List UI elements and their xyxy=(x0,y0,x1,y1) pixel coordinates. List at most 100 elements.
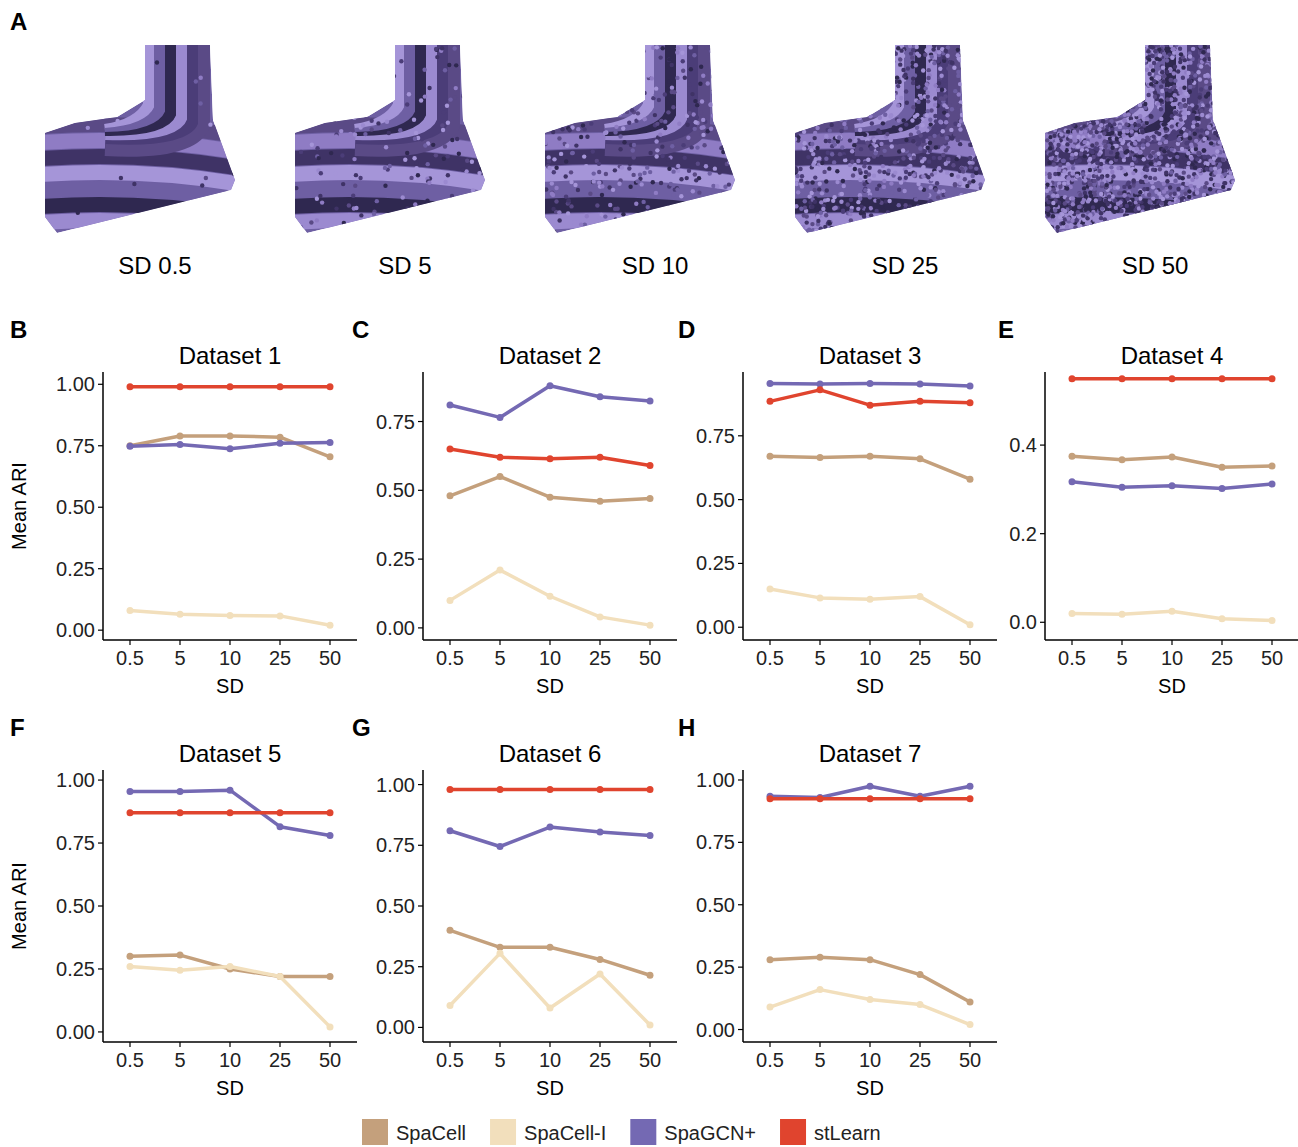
noise-spot xyxy=(545,43,549,47)
noise-spot xyxy=(1164,232,1168,236)
noise-spot xyxy=(365,85,369,89)
noise-spot xyxy=(167,101,171,105)
noise-spot xyxy=(847,223,851,227)
noise-spot xyxy=(704,164,708,168)
noise-spot xyxy=(931,47,935,51)
noise-spot xyxy=(802,141,806,145)
noise-spot xyxy=(1113,226,1117,230)
noise-spot xyxy=(824,213,828,217)
noise-spot xyxy=(969,68,973,72)
noise-spot xyxy=(361,123,365,127)
noise-spot xyxy=(862,214,866,218)
noise-spot xyxy=(637,115,641,119)
noise-spot xyxy=(809,96,813,100)
tissue-band xyxy=(855,40,932,142)
noise-spot xyxy=(1104,115,1108,119)
noise-spot xyxy=(885,132,889,136)
noise-spot xyxy=(721,145,725,149)
noise-spot xyxy=(823,112,827,116)
noise-spot xyxy=(547,166,551,170)
noise-spot xyxy=(855,93,859,97)
noise-spot xyxy=(1097,66,1101,70)
image-label: SD 25 xyxy=(872,252,939,279)
noise-spot xyxy=(840,145,844,149)
noise-spot xyxy=(800,90,804,94)
noise-spot xyxy=(909,216,913,220)
noise-spot xyxy=(1221,129,1225,133)
noise-spot xyxy=(945,221,949,225)
noise-spot xyxy=(551,207,555,211)
noise-spot xyxy=(919,96,923,100)
noise-spot xyxy=(945,231,949,235)
noise-spot xyxy=(697,208,701,212)
noise-spot xyxy=(962,110,966,114)
noise-spot xyxy=(803,101,807,105)
noise-spot xyxy=(879,229,883,233)
noise-spot xyxy=(978,201,982,205)
noise-spot xyxy=(835,180,839,184)
noise-spot xyxy=(976,80,980,84)
noise-spot xyxy=(855,69,859,73)
noise-spot xyxy=(831,199,835,203)
noise-spot xyxy=(828,112,832,116)
noise-spot xyxy=(720,106,724,110)
noise-spot xyxy=(842,62,846,66)
noise-spot xyxy=(1226,100,1230,104)
noise-spot xyxy=(674,207,678,211)
noise-spot xyxy=(847,227,851,231)
noise-spot xyxy=(650,211,654,215)
noise-spot xyxy=(953,216,957,220)
noise-spot xyxy=(810,142,814,146)
noise-spot xyxy=(1214,100,1218,104)
noise-spot xyxy=(648,215,652,219)
noise-spot xyxy=(585,134,589,138)
noise-spot xyxy=(340,153,344,157)
noise-spot xyxy=(597,181,601,185)
noise-spot xyxy=(926,76,930,80)
noise-spot xyxy=(481,213,485,217)
noise-spot xyxy=(584,164,588,168)
noise-spot xyxy=(796,98,800,102)
noise-spot xyxy=(912,173,916,177)
noise-spot xyxy=(973,207,977,211)
noise-spot xyxy=(958,127,962,131)
noise-spot xyxy=(717,57,721,61)
noise-spot xyxy=(1139,81,1143,85)
noise-spot xyxy=(926,109,930,113)
noise-spot xyxy=(805,68,809,72)
noise-spot xyxy=(908,164,912,168)
noise-spot xyxy=(796,51,800,55)
noise-spot xyxy=(654,154,658,158)
noise-spot xyxy=(1153,176,1157,180)
noise-spot xyxy=(722,50,726,54)
noise-spot xyxy=(947,230,951,234)
noise-spot xyxy=(958,119,962,123)
noise-spot xyxy=(96,113,100,117)
noise-spot xyxy=(842,184,846,188)
noise-spot xyxy=(559,54,563,58)
noise-spot xyxy=(341,68,345,72)
noise-spot xyxy=(798,129,802,133)
noise-spot xyxy=(604,172,608,176)
noise-spot xyxy=(873,229,877,233)
noise-spot xyxy=(799,122,803,126)
noise-spot xyxy=(980,210,984,214)
tissue-band xyxy=(605,40,704,151)
noise-spot xyxy=(919,214,923,218)
noise-spot xyxy=(889,99,893,103)
noise-spot xyxy=(879,102,883,106)
noise-spot xyxy=(554,69,558,73)
noise-spot xyxy=(962,207,966,211)
noise-spot xyxy=(727,182,731,186)
noise-spot xyxy=(1047,117,1051,121)
image-label: SD 5 xyxy=(378,252,431,279)
noise-spot xyxy=(681,143,685,147)
noise-spot xyxy=(866,83,870,87)
noise-spot xyxy=(324,73,328,77)
noise-spot xyxy=(909,132,913,136)
noise-spot xyxy=(883,60,887,64)
noise-spot xyxy=(358,176,362,180)
noise-spot xyxy=(1206,221,1210,225)
noise-spot xyxy=(454,86,458,90)
noise-spot xyxy=(891,49,895,53)
